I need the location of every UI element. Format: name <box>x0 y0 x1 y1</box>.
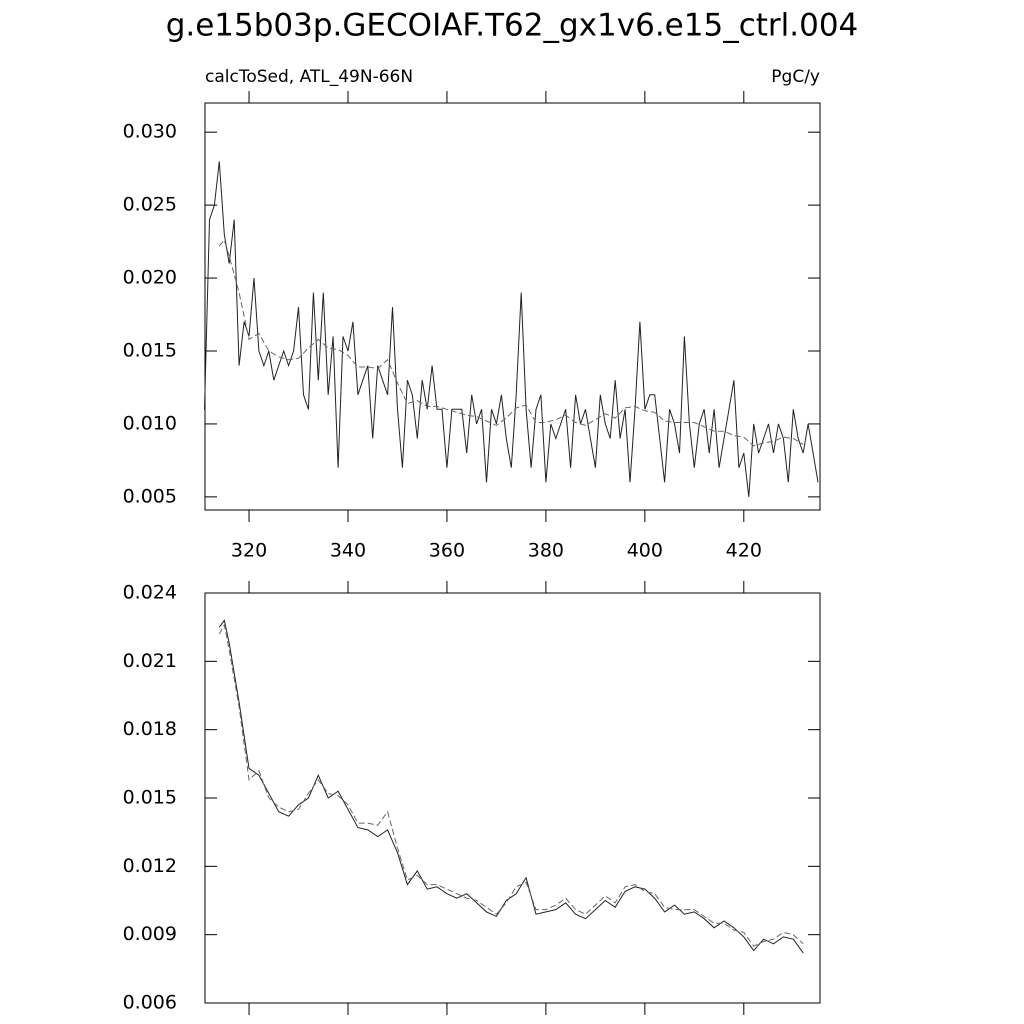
chart-title: g.e15b03p.GECOIAF.T62_gx1v6.e15_ctrl.004 <box>166 8 859 44</box>
y-tick-label: 0.030 <box>123 121 177 143</box>
y-tick-label: 0.024 <box>123 582 177 604</box>
x-tick-label: 420 <box>726 540 762 562</box>
plot-frame <box>204 102 821 511</box>
x-tick-label: 320 <box>231 540 267 562</box>
x-tick-label: 360 <box>429 540 465 562</box>
series-line <box>218 239 804 447</box>
y-tick-label: 0.015 <box>123 787 177 809</box>
series-line <box>218 623 804 947</box>
y-tick-label: 0.006 <box>123 992 177 1014</box>
x-tick-label: 340 <box>330 540 366 562</box>
y-tick-label: 0.010 <box>123 412 177 434</box>
x-tick-label: 400 <box>627 540 663 562</box>
y-tick-label: 0.018 <box>123 718 177 740</box>
series-line <box>218 619 804 954</box>
y-tick-label: 0.005 <box>123 485 177 507</box>
y-tick-label: 0.015 <box>123 339 177 361</box>
y-tick-label: 0.025 <box>123 194 177 216</box>
plot-frame <box>204 592 821 1004</box>
x-tick-label: 380 <box>528 540 564 562</box>
y-tick-label: 0.009 <box>123 923 177 945</box>
y-tick-label: 0.012 <box>123 855 177 877</box>
subtitle-left: calcToSed, ATL_49N-66N <box>205 67 413 87</box>
y-tick-label: 0.020 <box>123 267 177 289</box>
units: PgC/y <box>771 67 820 87</box>
y-tick-label: 0.021 <box>123 650 177 672</box>
series-line <box>204 161 819 497</box>
